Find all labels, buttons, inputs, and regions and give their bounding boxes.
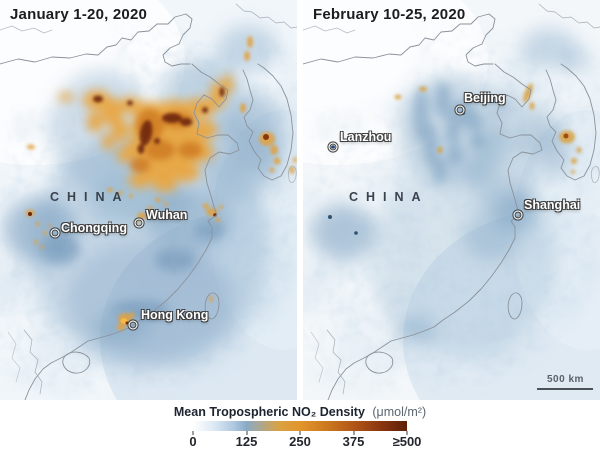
country-label-right: CHINA	[349, 190, 429, 204]
city-marker-beijing	[455, 105, 465, 115]
scale-bar: 500 km	[537, 374, 593, 390]
panel-february: February 10-25, 2020 CHINA Lanzhou Beiji…	[303, 0, 600, 400]
city-label-wuhan: Wuhan	[146, 208, 188, 222]
city-label-shanghai: Shanghai	[524, 198, 581, 212]
colorbar-tick-label-3: 375	[342, 434, 365, 449]
map-art-january	[0, 0, 297, 400]
legend: Mean Tropospheric NO₂ Density (μmol/m²) …	[0, 400, 600, 454]
city-marker-hong-kong	[128, 320, 138, 330]
panel-january: January 1-20, 2020 CHINA Chongqing Wuhan…	[0, 0, 297, 400]
colorbar-tick-label-4: ≥500	[392, 434, 422, 449]
city-label-chongqing: Chongqing	[61, 221, 127, 235]
scale-bar-label: 500 km	[547, 374, 584, 385]
city-label-hong-kong: Hong Kong	[141, 308, 209, 322]
city-marker-chongqing	[50, 228, 60, 238]
no2-spots-layer	[394, 83, 582, 174]
colorbar-ticks: 0 125 250 375 ≥500	[189, 431, 421, 453]
colorbar-tickmark-3	[353, 431, 354, 435]
city-marker-lanzhou	[328, 142, 338, 152]
no2-spot-cores	[28, 134, 269, 325]
city-label-lanzhou: Lanzhou	[340, 130, 392, 144]
colorbar-tick-label-1: 125	[235, 434, 258, 449]
colorbar-tickmark-2	[299, 431, 301, 435]
panel-title-january: January 1-20, 2020	[10, 6, 148, 23]
city-label-beijing: Beijing	[464, 91, 506, 105]
legend-title-main: Mean Tropospheric NO₂ Density	[173, 405, 365, 419]
country-label-left: CHINA	[50, 190, 130, 204]
panel-title-february: February 10-25, 2020	[313, 6, 466, 23]
colorbar	[193, 421, 407, 431]
scale-bar-line	[537, 388, 593, 390]
no2-spot-cores	[563, 133, 569, 139]
colorbar-tick-label-0: 0	[189, 434, 197, 449]
colorbar-tickmark-1	[246, 431, 247, 435]
colorbar-tickmark-4	[406, 431, 408, 435]
no2-core-layer	[93, 87, 225, 154]
colorbar-tickmark-0	[192, 431, 194, 435]
city-marker-shanghai	[513, 210, 523, 220]
map-art-february	[303, 0, 600, 400]
legend-title: Mean Tropospheric NO₂ Density (μmol/m²)	[0, 405, 600, 419]
city-marker-wuhan	[134, 218, 144, 228]
legend-title-unit: (μmol/m²)	[372, 405, 427, 419]
colorbar-tick-label-2: 250	[289, 434, 311, 449]
